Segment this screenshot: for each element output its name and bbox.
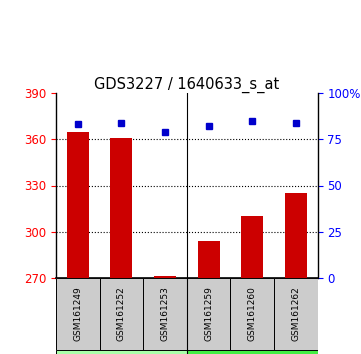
Bar <box>274 278 318 350</box>
Bar <box>143 278 187 350</box>
Bar <box>110 138 132 278</box>
Bar <box>230 278 274 350</box>
Bar <box>67 132 89 278</box>
Text: GSM161249: GSM161249 <box>73 287 82 341</box>
Bar <box>154 276 176 278</box>
Bar <box>187 350 318 354</box>
Bar <box>56 278 100 350</box>
Text: GSM161259: GSM161259 <box>204 286 213 342</box>
Bar <box>198 241 219 278</box>
Bar <box>100 278 143 350</box>
Text: GSM161262: GSM161262 <box>291 287 300 341</box>
Text: GSM161253: GSM161253 <box>161 286 170 342</box>
Bar <box>56 350 187 354</box>
Bar <box>285 193 307 278</box>
Bar <box>187 278 230 350</box>
Title: GDS3227 / 1640633_s_at: GDS3227 / 1640633_s_at <box>94 77 279 93</box>
Text: GSM161252: GSM161252 <box>117 287 126 341</box>
Bar <box>242 216 263 278</box>
Text: GSM161260: GSM161260 <box>248 286 257 342</box>
